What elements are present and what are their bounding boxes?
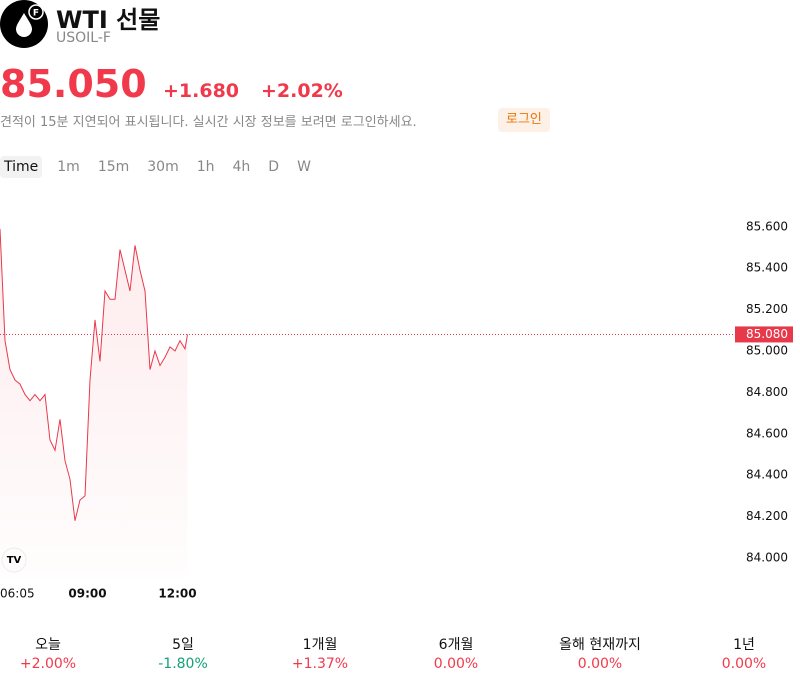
y-tick-label: 85.400 [746, 261, 788, 275]
last-price-label: 85.080 [746, 327, 788, 341]
y-tick-label: 84.200 [746, 509, 788, 523]
x-tick-label: 12:00 [158, 587, 196, 601]
timeframe-tab[interactable]: Time [0, 156, 43, 178]
performance-item: 1개월 +1.37% [255, 634, 385, 672]
logo: F [0, 0, 48, 48]
timeframe-tab[interactable]: 1h [196, 159, 215, 175]
price: 85.050 [0, 62, 147, 106]
period-label: 5일 [172, 637, 194, 653]
chart: TV 84.00084.20084.40084.60084.80085.0008… [0, 219, 793, 601]
y-tick-label: 85.000 [746, 344, 788, 358]
symbol: USOIL-F [56, 30, 111, 46]
timeframe-tab[interactable]: W [297, 159, 311, 175]
change: +1.680 [163, 80, 240, 102]
period-label: 6개월 [438, 637, 474, 653]
login-button[interactable]: 로그인 [498, 108, 550, 132]
svg-text:F: F [33, 9, 39, 19]
performance-item: 1년 0.00% [679, 634, 800, 672]
timeframe-tab[interactable]: 1m [57, 159, 80, 175]
timeframe-tabs: Time 1m 15m 30m 1h 4h D W [0, 156, 320, 178]
period-label: 1년 [733, 637, 755, 653]
period-value: 0.00% [721, 656, 767, 672]
y-tick-label: 85.200 [746, 302, 788, 316]
performance-item: 6개월 0.00% [391, 634, 521, 672]
delay-note: 견적이 15분 지연되어 표시됩니다. 실시간 시장 정보를 보려면 로그인하세… [0, 115, 417, 130]
y-tick-label: 85.600 [746, 219, 788, 233]
x-tick-label: 06:05 [0, 587, 35, 601]
last-price-box [735, 326, 793, 343]
price-line [0, 228, 188, 521]
period-value: +1.37% [291, 656, 349, 672]
period-label: 올해 현재까지 [559, 637, 641, 653]
timeframe-tab[interactable]: 30m [147, 159, 179, 175]
y-tick-label: 84.600 [746, 426, 788, 440]
change-pct: +2.02% [261, 80, 343, 102]
performance-item: 올해 현재까지 0.00% [535, 634, 665, 672]
y-tick-label: 84.800 [746, 385, 788, 399]
y-tick-label: 84.000 [746, 551, 788, 565]
y-tick-label: 84.400 [746, 468, 788, 482]
period-value: 0.00% [433, 656, 479, 672]
period-value: +2.00% [19, 656, 77, 672]
title: WTI 선물 [56, 6, 161, 34]
period-label: 오늘 [35, 637, 61, 653]
period-label: 1개월 [302, 637, 338, 653]
performance-item: 오늘 +2.00% [0, 634, 113, 672]
timeframe-tab[interactable]: D [268, 159, 280, 175]
area [0, 228, 188, 579]
period-value: -1.80% [158, 656, 208, 672]
performance-item: 5일 -1.80% [118, 634, 248, 672]
timeframe-tab[interactable]: 15m [97, 159, 130, 175]
timeframe-tab[interactable]: 4h [232, 159, 251, 175]
period-value: 0.00% [577, 656, 623, 672]
x-tick-label: 09:00 [68, 587, 106, 601]
